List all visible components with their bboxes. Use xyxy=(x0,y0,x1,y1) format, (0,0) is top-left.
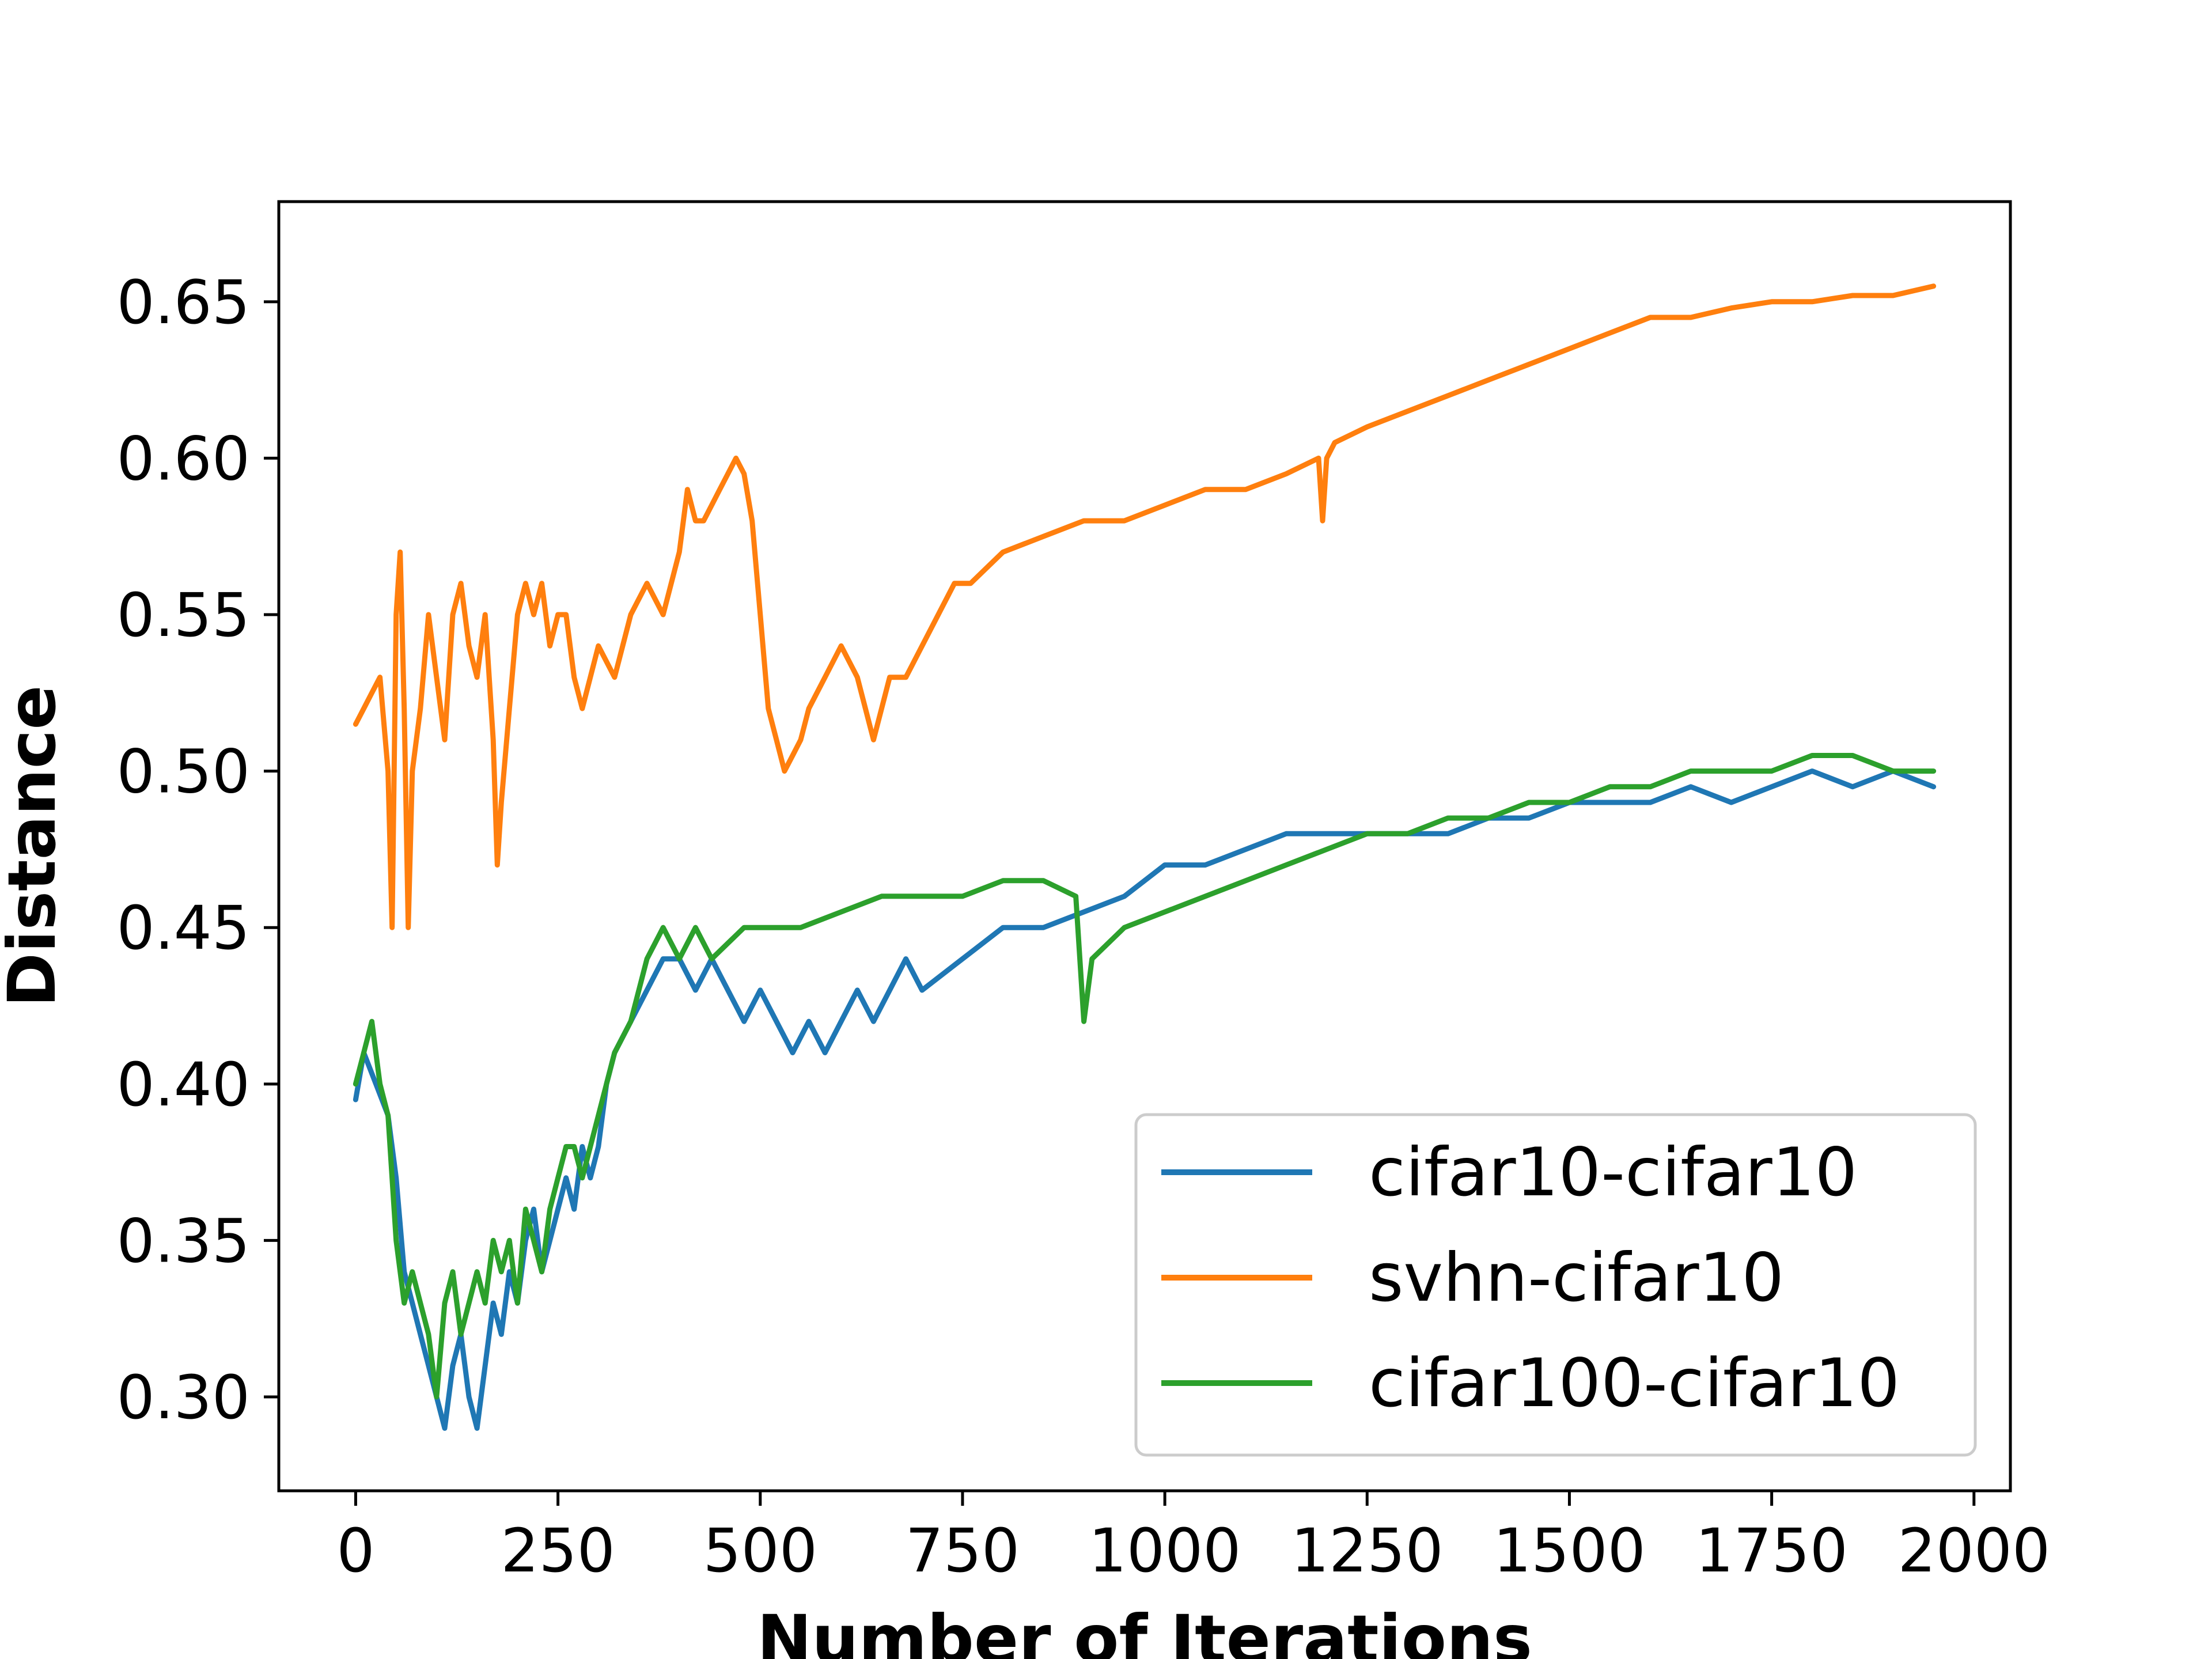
series-line-cifar100-cifar10 xyxy=(353,753,1937,1400)
y-tick-label: 0.60 xyxy=(116,423,250,494)
legend: cifar10-cifar10 svhn-cifar10 cifar100-cifa… xyxy=(1134,1113,1977,1457)
legend-label-cifar100-cifar10: cifar100-cifar10 xyxy=(1369,1344,1900,1422)
x-tick-label: 750 xyxy=(906,1516,1020,1586)
x-tick-label: 1000 xyxy=(1089,1516,1241,1586)
x-tick-label: 2000 xyxy=(1897,1516,2050,1586)
x-tick-label: 1250 xyxy=(1291,1516,1444,1586)
plot-frame xyxy=(277,200,2012,1493)
y-tick-label: 0.65 xyxy=(116,267,250,338)
x-tick-label: 1750 xyxy=(1695,1516,1848,1586)
x-tick-label: 0 xyxy=(336,1516,374,1586)
x-tick-label: 500 xyxy=(703,1516,818,1586)
y-tick-label: 0.45 xyxy=(116,893,250,963)
y-tick-label: 0.35 xyxy=(116,1206,250,1276)
x-tick-label: 1500 xyxy=(1493,1516,1646,1586)
x-tick-label: 250 xyxy=(501,1516,615,1586)
series-line-svhn-cifar10 xyxy=(353,283,1937,930)
x-axis: 0 250 500 750 1000 1250 1500 1750 2000 xyxy=(336,1491,2050,1586)
legend-box xyxy=(1134,1113,1977,1457)
y-tick-label: 0.30 xyxy=(116,1362,250,1433)
series-line-cifar10-cifar10 xyxy=(353,768,1937,1431)
y-tick-label: 0.50 xyxy=(116,737,250,807)
legend-label-cifar10-cifar10: cifar10-cifar10 xyxy=(1369,1134,1857,1211)
y-tick-label: 0.55 xyxy=(116,580,250,650)
y-tick-label: 0.40 xyxy=(116,1050,250,1120)
legend-label-svhn-cifar10: svhn-cifar10 xyxy=(1369,1239,1784,1317)
y-axis: 0.30 0.35 0.40 0.45 0.50 0.55 0.60 0.65 xyxy=(116,267,279,1433)
y-axis-title: Distance xyxy=(0,685,70,1007)
series-layer xyxy=(353,283,1937,1431)
x-axis-title: Number of Iterations xyxy=(757,1601,1532,1659)
